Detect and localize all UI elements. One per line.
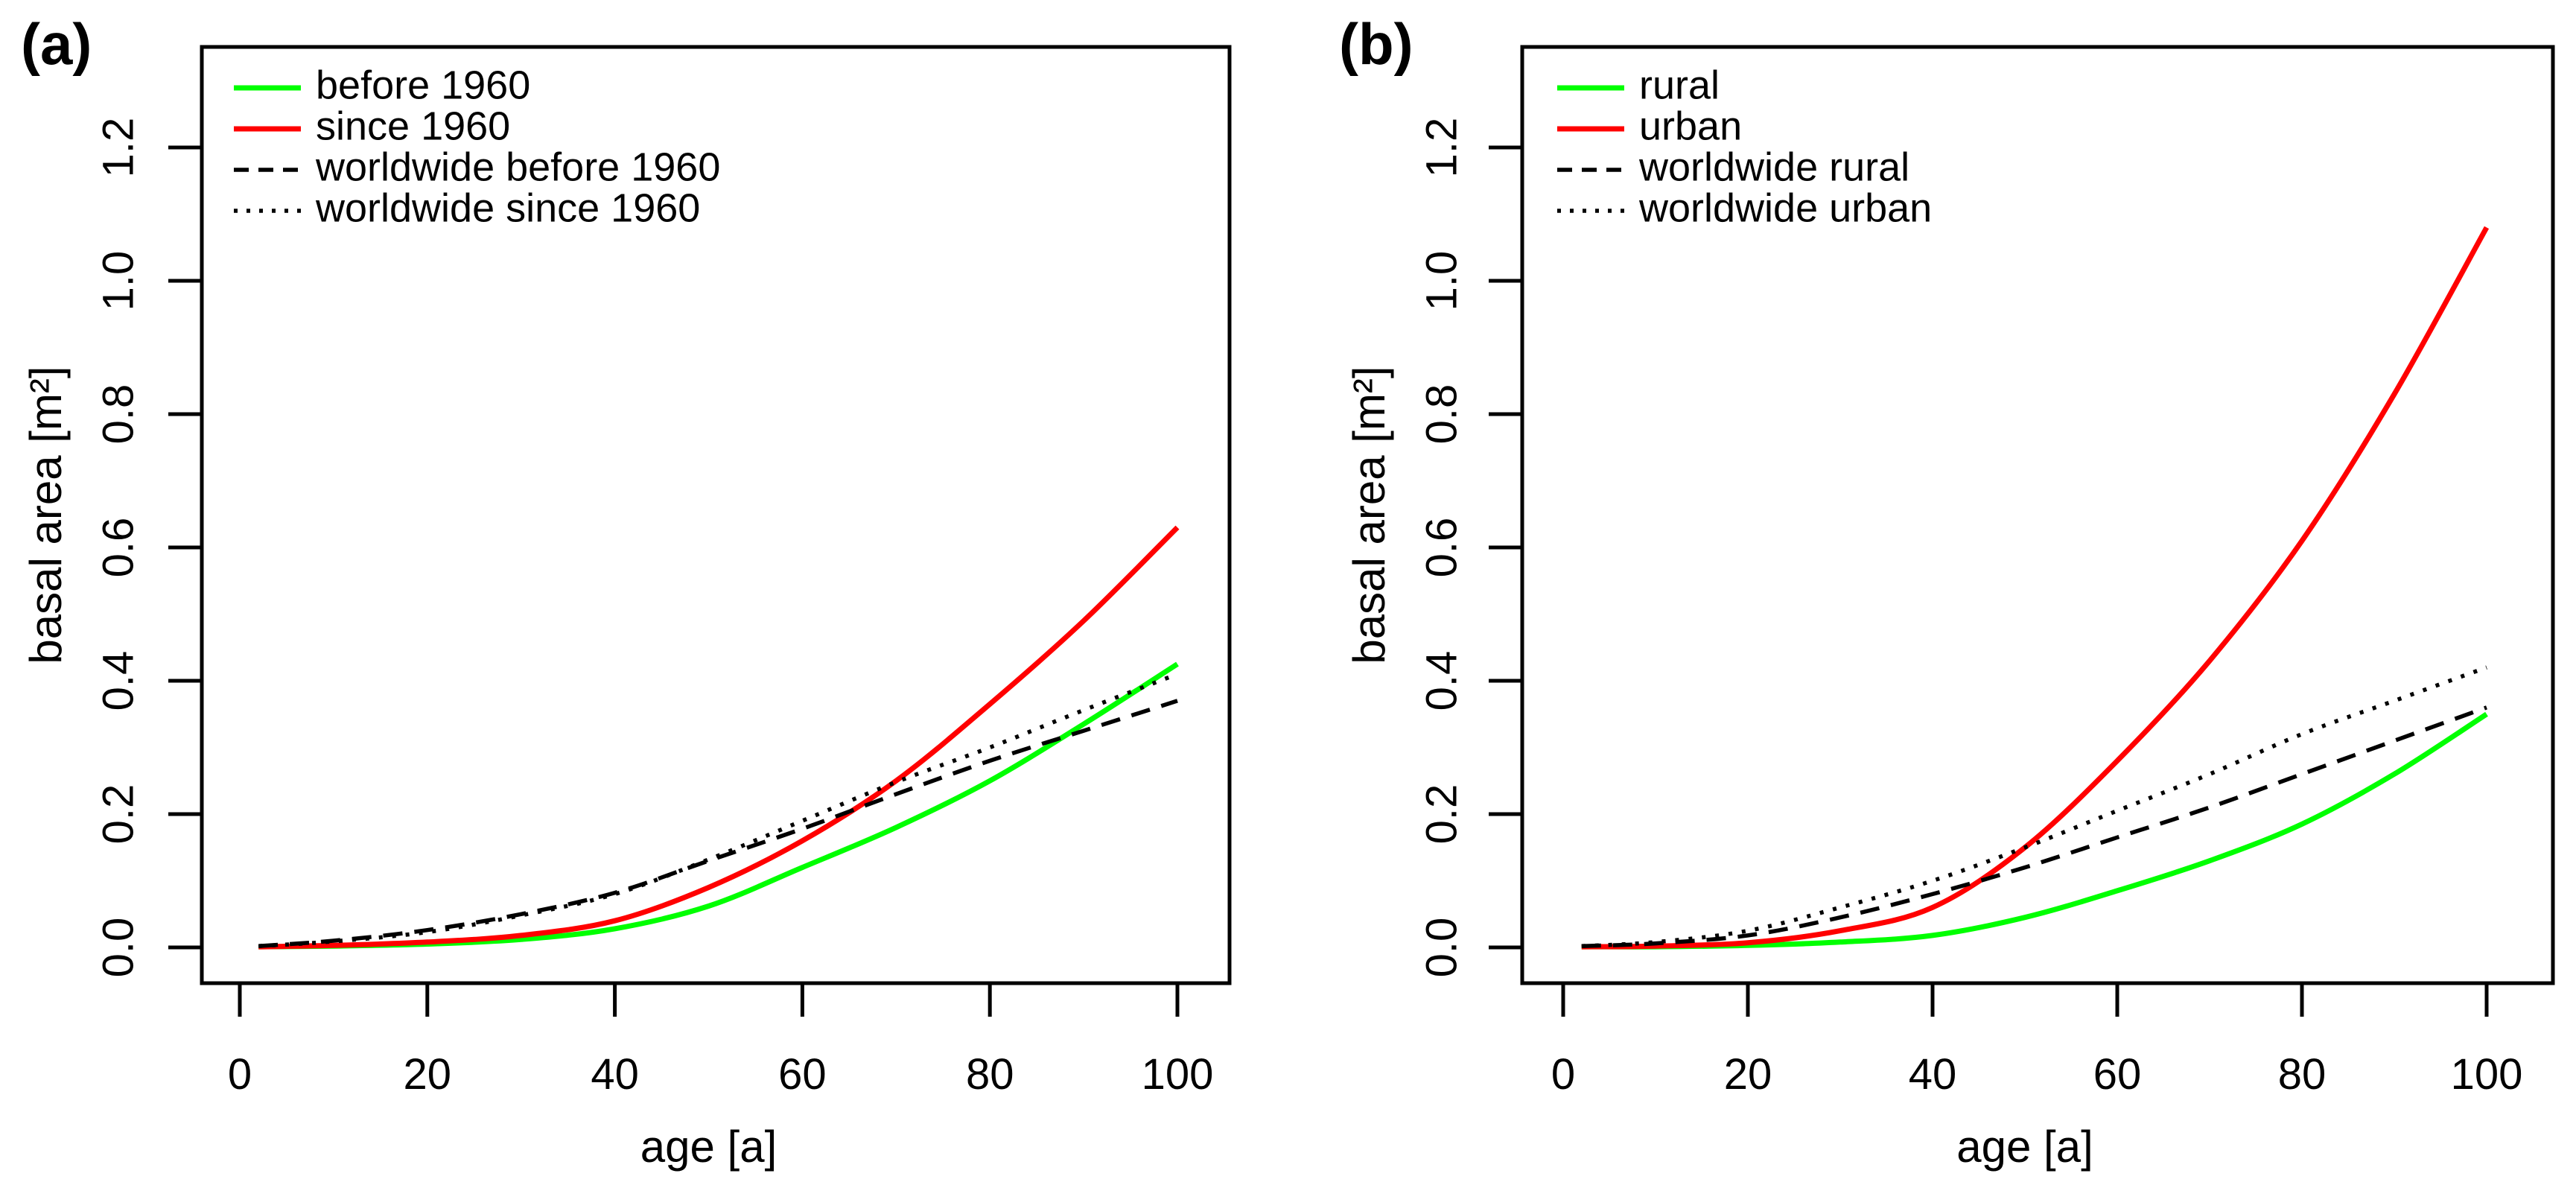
y-axis-label: basal area [m²] xyxy=(21,366,71,664)
x-axis-label: age [a] xyxy=(640,1122,777,1172)
x-tick-label: 0 xyxy=(228,1050,252,1099)
curve-worldwide-before-1960 xyxy=(258,699,1178,948)
panel-b-label: (b) xyxy=(1339,11,1413,77)
x-tick-label: 60 xyxy=(778,1050,827,1099)
y-tick-label: 0.6 xyxy=(1417,518,1466,578)
y-tick-label: 1.2 xyxy=(94,118,142,178)
curve-urban xyxy=(1581,226,2490,950)
legend-label: worldwide urban xyxy=(1638,185,1932,230)
y-tick-label: 0.0 xyxy=(1417,918,1466,978)
plot-box-a xyxy=(200,45,1232,985)
curve-before-1960 xyxy=(258,661,1179,950)
y-tick-label: 0.2 xyxy=(94,784,142,845)
legend-label: since 1960 xyxy=(316,104,510,148)
legend-label: worldwide before 1960 xyxy=(315,144,720,189)
legend-label: rural xyxy=(1639,63,1720,107)
x-tick-label: 40 xyxy=(1909,1050,1957,1099)
x-tick-label: 20 xyxy=(404,1050,452,1099)
y-tick-label: 0.8 xyxy=(1417,384,1466,445)
y-tick-label: 1.0 xyxy=(1417,251,1466,311)
x-tick-label: 100 xyxy=(1142,1050,1214,1099)
y-tick-label: 1.2 xyxy=(1417,118,1466,178)
x-tick-label: 40 xyxy=(591,1050,639,1099)
curve-rural xyxy=(1581,711,2488,950)
y-tick-label: 0.2 xyxy=(1417,784,1466,845)
x-axis-label: age [a] xyxy=(1956,1122,2093,1172)
y-tick-label: 0.4 xyxy=(1417,651,1466,711)
x-tick-label: 80 xyxy=(966,1050,1014,1099)
x-tick-label: 20 xyxy=(1724,1050,1772,1099)
x-tick-label: 100 xyxy=(2451,1050,2523,1099)
plot-box-b xyxy=(1520,45,2555,985)
legend-label: worldwide rural xyxy=(1638,144,1909,189)
panel-a-label: (a) xyxy=(21,11,92,77)
curve-worldwide-urban xyxy=(1581,665,2487,948)
y-tick-label: 0.4 xyxy=(94,651,142,711)
x-tick-label: 60 xyxy=(2093,1050,2142,1099)
legend-label: before 1960 xyxy=(316,63,530,107)
y-axis-label: basal area [m²] xyxy=(1344,366,1394,664)
y-tick-label: 1.0 xyxy=(94,251,142,311)
y-tick-label: 0.6 xyxy=(94,518,142,578)
legend-label: urban xyxy=(1639,104,1742,148)
x-tick-label: 0 xyxy=(1551,1050,1575,1099)
curve-worldwide-rural xyxy=(1581,705,2487,948)
curve-since-1960 xyxy=(258,525,1180,950)
legend-label: worldwide since 1960 xyxy=(315,185,700,230)
y-tick-label: 0.8 xyxy=(94,384,142,445)
x-tick-label: 80 xyxy=(2278,1050,2327,1099)
y-tick-label: 0.0 xyxy=(94,918,142,978)
